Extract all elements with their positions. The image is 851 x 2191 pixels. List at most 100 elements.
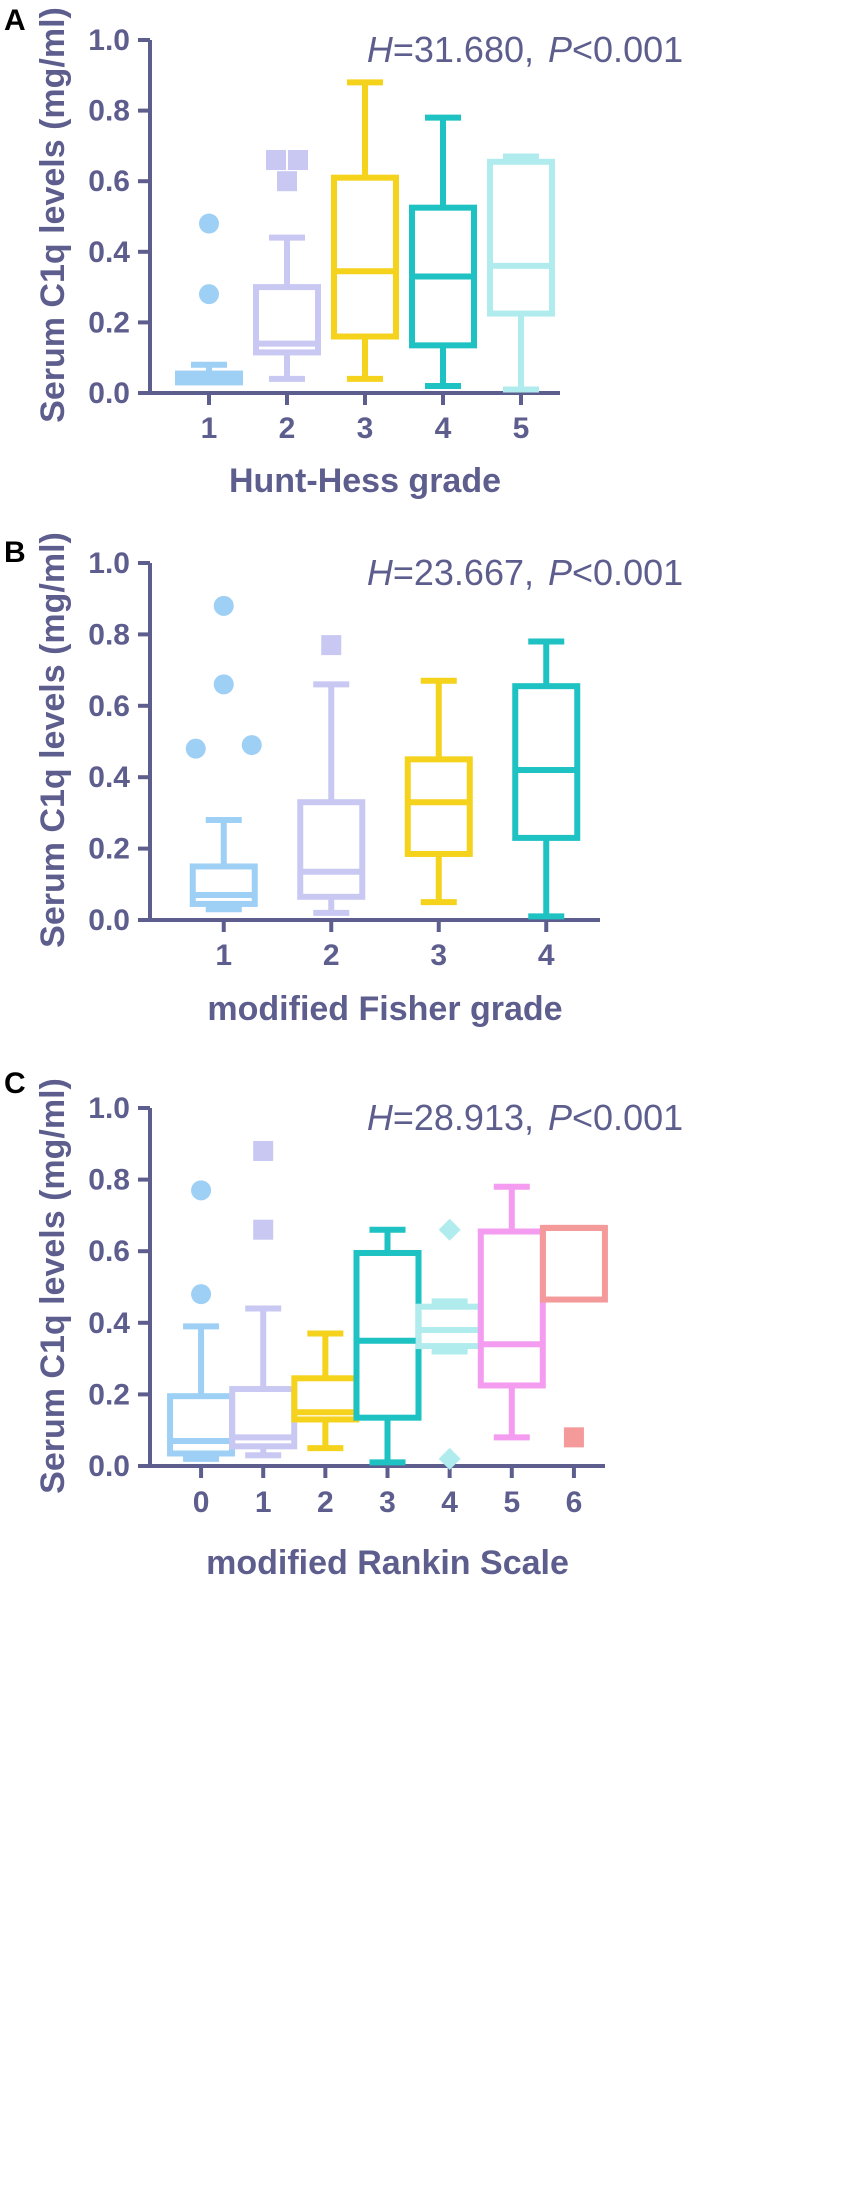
- y-tick-label: 0.2: [88, 306, 130, 339]
- y-tick-label: 1.0: [88, 24, 130, 57]
- y-tick-label: 0.2: [88, 833, 130, 866]
- box-group-5: 5: [487, 153, 555, 445]
- x-tick-label: 2: [317, 1486, 334, 1519]
- outlier-point: [253, 1140, 274, 1161]
- box-group-3: 3: [353, 1226, 422, 1519]
- y-tick-label: 0.0: [88, 904, 130, 937]
- outlier-point: [438, 1218, 461, 1241]
- x-tick-label: 1: [255, 1486, 272, 1519]
- iqr-box: [415, 1303, 484, 1350]
- stat-h-value: =23.667,: [393, 552, 534, 593]
- x-tick-label: 0: [193, 1486, 210, 1519]
- y-tick-label: 0.2: [88, 1378, 130, 1411]
- y-tick-label: 0.4: [88, 761, 130, 794]
- iqr-box: [539, 1224, 608, 1303]
- outlier-point: [253, 1219, 274, 1240]
- x-axis-title: modified Fisher grade: [207, 990, 562, 1028]
- stat-p-value: <0.001: [572, 29, 683, 70]
- box-group-1: 1: [229, 1140, 298, 1519]
- x-tick-label: 1: [215, 939, 232, 972]
- x-tick-label: 2: [323, 939, 340, 972]
- y-tick-label: 0.6: [88, 165, 130, 198]
- box-group-4: 4: [409, 114, 477, 445]
- panel-c: C 0.0 0.2 0.4 0.6 0.8 1.0 Serum C1q levels (mg/…: [4, 1067, 683, 1582]
- box-group-3: 3: [331, 79, 399, 445]
- y-tick-label: 0.4: [88, 1307, 130, 1340]
- y-tick-label: 1.0: [88, 1092, 130, 1125]
- iqr-box: [253, 284, 321, 356]
- x-tick-label: 3: [357, 412, 374, 445]
- y-axis-title: Serum C1q levels (mg/ml): [34, 532, 72, 948]
- y-axis-title: Serum C1q levels (mg/ml): [34, 1078, 72, 1494]
- iqr-box: [331, 174, 399, 340]
- outlier-point: [213, 595, 234, 616]
- panel-label: B: [4, 536, 26, 569]
- box-group-5: 5: [477, 1183, 546, 1519]
- outlier-point: [288, 150, 308, 171]
- outlier-point: [191, 1180, 212, 1201]
- box-group-1: 1: [175, 213, 243, 445]
- stat-p-symbol: P: [548, 1097, 572, 1138]
- y-tick-label: 0.0: [88, 377, 130, 410]
- stat-h-value: =28.913,: [393, 1097, 534, 1138]
- iqr-box: [297, 799, 366, 900]
- panel-label: A: [4, 4, 26, 37]
- stat-p-value: <0.001: [572, 1097, 683, 1138]
- stat-annotation: H=23.667, P<0.001: [367, 552, 683, 593]
- x-tick-label: 4: [435, 412, 452, 445]
- panel-b: B 0.0 0.2 0.4 0.6 0.8 1.0 Serum C1q levels (mg/…: [4, 532, 683, 1028]
- box-group-4: 4: [415, 1218, 484, 1519]
- outlier-point: [185, 738, 206, 759]
- stat-annotation: H=31.680, P<0.001: [367, 29, 683, 70]
- outlier-point: [191, 1284, 212, 1305]
- stat-h-symbol: H: [367, 1097, 394, 1138]
- iqr-box: [512, 683, 581, 841]
- outlier-point: [199, 284, 219, 305]
- iqr-box: [353, 1249, 422, 1421]
- stat-p-symbol: P: [548, 29, 572, 70]
- y-tick-label: 0.4: [88, 236, 130, 269]
- y-tick-label: 0.0: [88, 1450, 130, 1483]
- outlier-point: [277, 171, 297, 192]
- x-tick-label: 4: [538, 939, 555, 972]
- stat-h-value: =31.680,: [393, 29, 534, 70]
- stat-h-symbol: H: [367, 552, 394, 593]
- outlier-point: [438, 1447, 461, 1470]
- stat-h-symbol: H: [367, 29, 394, 70]
- stat-p-symbol: P: [548, 552, 572, 593]
- y-tick-label: 0.6: [88, 690, 130, 723]
- x-tick-label: 6: [566, 1486, 583, 1519]
- iqr-box: [189, 863, 258, 907]
- y-tick-label: 1.0: [88, 547, 130, 580]
- box-group-6: 6: [539, 1224, 608, 1519]
- box-group-4: 4: [512, 638, 581, 972]
- y-tick-label: 0.8: [88, 618, 130, 651]
- outlier-point: [563, 1427, 584, 1448]
- x-tick-label: 5: [513, 412, 530, 445]
- stat-p-value: <0.001: [572, 552, 683, 593]
- x-axis-title: modified Rankin Scale: [206, 1544, 569, 1582]
- box-group-2: 2: [291, 1330, 360, 1519]
- x-tick-label: 3: [430, 939, 447, 972]
- x-tick-label: 5: [503, 1486, 520, 1519]
- y-tick-label: 0.8: [88, 95, 130, 128]
- iqr-box: [167, 1393, 236, 1457]
- outlier-point: [241, 735, 262, 756]
- iqr-box: [487, 158, 555, 317]
- box-group-3: 3: [404, 677, 473, 972]
- outlier-point: [321, 635, 342, 656]
- y-tick-label: 0.6: [88, 1235, 130, 1268]
- outlier-point: [266, 150, 286, 171]
- iqr-box: [404, 756, 473, 857]
- y-axis-title: Serum C1q levels (mg/ml): [34, 7, 72, 423]
- x-tick-label: 1: [201, 412, 218, 445]
- panel-label: C: [4, 1067, 26, 1100]
- x-tick-label: 4: [441, 1486, 458, 1519]
- x-tick-label: 3: [379, 1486, 396, 1519]
- box-group-0: 0: [167, 1180, 236, 1519]
- x-axis-title: Hunt-Hess grade: [229, 462, 501, 500]
- box-group-2: 2: [253, 150, 321, 445]
- box-group-2: 2: [297, 635, 366, 972]
- x-tick-label: 2: [279, 412, 296, 445]
